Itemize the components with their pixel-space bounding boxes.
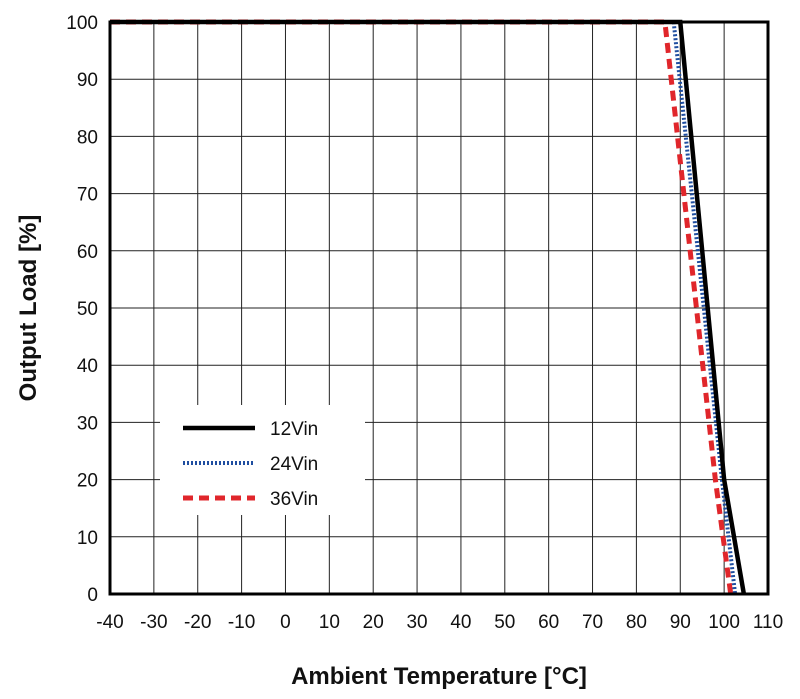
y-tick-label: 100: [66, 13, 98, 34]
legend-label: 24Vin: [270, 454, 318, 475]
y-tick-label: 50: [77, 299, 98, 320]
x-tick-label: 0: [280, 612, 291, 633]
y-tick-label: 10: [77, 528, 98, 549]
legend-label: 36Vin: [270, 489, 318, 510]
y-tick-labels: 0 10 20 30 40 50 60 70 80 90 100: [66, 13, 98, 606]
x-tick-label: 20: [363, 612, 384, 633]
x-tick-label: 30: [406, 612, 427, 633]
x-tick-label: -20: [184, 612, 211, 633]
legend: 12Vin 24Vin 36Vin: [160, 405, 365, 515]
x-tick-label: 110: [753, 612, 783, 633]
y-tick-label: 60: [77, 242, 98, 263]
y-tick-label: 90: [77, 70, 98, 91]
x-tick-label: 50: [494, 612, 515, 633]
y-tick-label: 80: [77, 127, 98, 148]
legend-label: 12Vin: [270, 419, 318, 440]
x-tick-label: 90: [670, 612, 691, 633]
x-tick-label: 70: [582, 612, 603, 633]
y-tick-label: 30: [77, 413, 98, 434]
x-tick-label: -10: [228, 612, 255, 633]
x-tick-label: 10: [319, 612, 340, 633]
x-tick-label: 40: [450, 612, 471, 633]
x-tick-label: -40: [96, 612, 123, 633]
plot-frame: [108, 20, 770, 596]
x-tick-label: 100: [708, 612, 740, 633]
y-axis-label: Output Load [%]: [15, 215, 42, 402]
x-tick-labels: -40 -30 -20 -10 0 10 20 30 40 50 60 70 80 90 100 110: [96, 612, 783, 633]
y-tick-label: 70: [77, 185, 98, 206]
x-tick-label: -30: [140, 612, 167, 633]
y-tick-label: 0: [87, 585, 98, 606]
legend-background: [160, 405, 365, 515]
x-axis-label: Ambient Temperature [°C]: [291, 663, 587, 690]
x-tick-label: 60: [538, 612, 559, 633]
y-tick-label: 20: [77, 471, 98, 492]
grid-lines: [109, 21, 769, 595]
x-tick-label: 80: [626, 612, 647, 633]
y-tick-label: 40: [77, 356, 98, 377]
